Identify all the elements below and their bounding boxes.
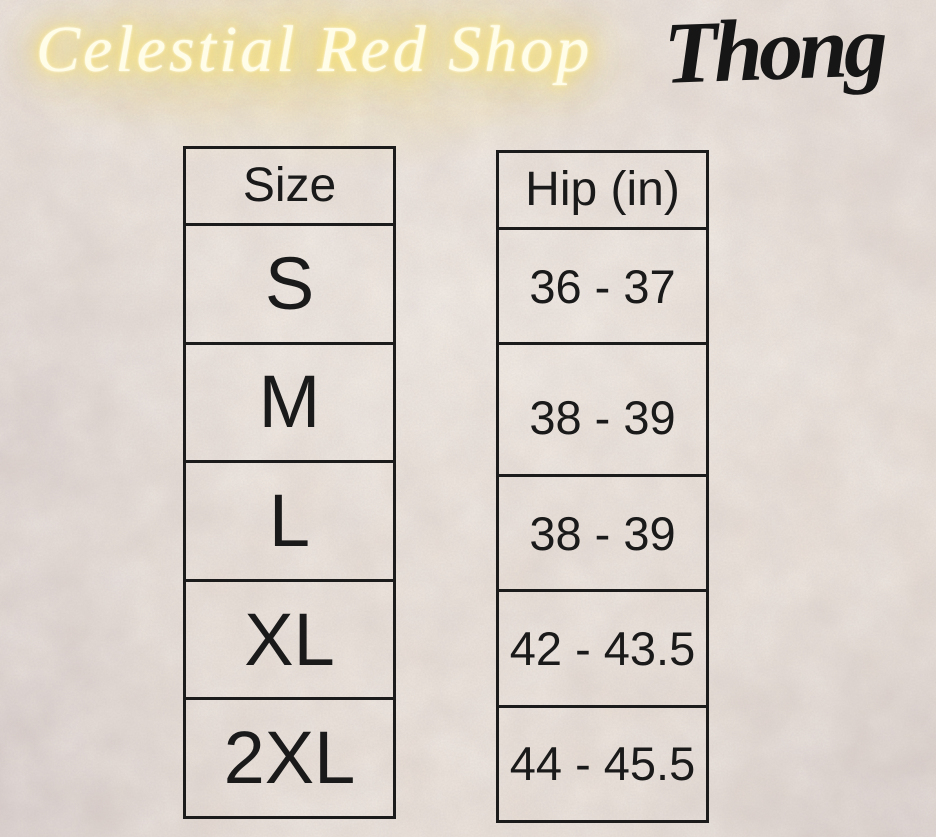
hip-cell-l: 38 - 39: [499, 473, 706, 589]
hip-cell-2xl: 44 - 45.5: [499, 704, 706, 820]
size-cell-m: M: [186, 341, 393, 461]
size-cell-l: L: [186, 460, 393, 579]
size-cell-s: S: [186, 223, 393, 342]
hip-cell-xl: 42 - 43.5: [499, 589, 706, 704]
size-cell-xl: XL: [186, 578, 393, 698]
brand-title: Celestial Red Shop: [36, 13, 593, 86]
hip-cell-m: 38 - 39: [499, 342, 706, 473]
size-cell-2xl: 2XL: [186, 697, 393, 816]
size-column-table: Size S M L XL 2XL: [183, 146, 396, 819]
hip-column-header: Hip (in): [525, 163, 680, 216]
hip-cell-s: 36 - 37: [499, 227, 706, 342]
hip-column-table: Hip (in) 36 - 37 38 - 39 38 - 39 42 - 43…: [496, 150, 709, 823]
size-column-header: Size: [242, 159, 337, 212]
product-title: Thong: [662, 0, 886, 103]
